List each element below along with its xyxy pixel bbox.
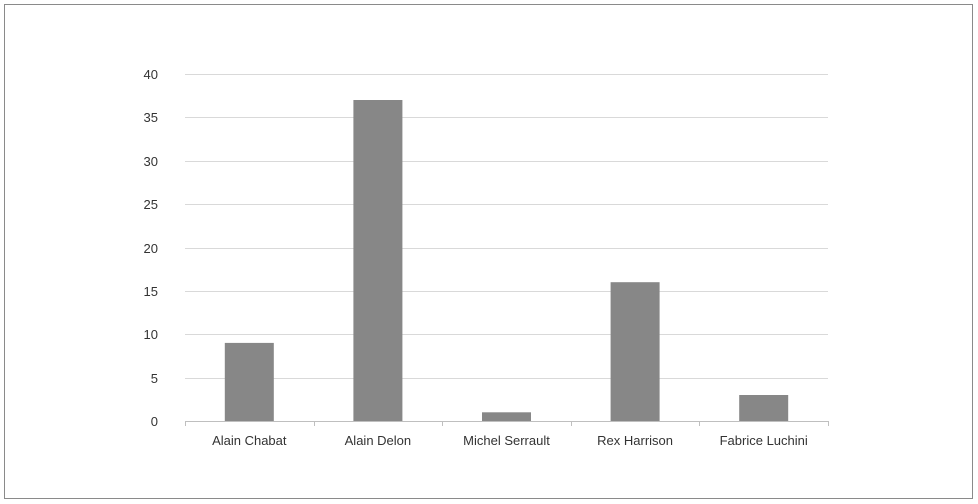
x-category-label: Fabrice Luchini bbox=[720, 433, 808, 448]
gridlines bbox=[185, 74, 828, 379]
x-category-label: Alain Chabat bbox=[212, 433, 287, 448]
bar-michel-serrault bbox=[482, 412, 531, 421]
bar-fabrice-luchini bbox=[739, 395, 789, 421]
bars bbox=[224, 100, 789, 421]
y-tick-label: 40 bbox=[144, 67, 158, 82]
y-tick-label: 5 bbox=[151, 371, 158, 386]
y-tick-label: 10 bbox=[144, 327, 158, 342]
y-axis-tick-labels: 0 5 10 15 20 25 30 35 40 bbox=[144, 67, 158, 429]
y-tick-label: 35 bbox=[144, 110, 158, 125]
x-category-label: Rex Harrison bbox=[597, 433, 673, 448]
y-tick-label: 30 bbox=[144, 154, 158, 169]
x-category-label: Alain Delon bbox=[345, 433, 412, 448]
y-tick-label: 0 bbox=[151, 414, 158, 429]
bar-alain-delon bbox=[353, 100, 403, 421]
y-tick-label: 20 bbox=[144, 241, 158, 256]
bar-rex-harrison bbox=[610, 282, 660, 421]
x-axis-category-labels: Alain Chabat Alain Delon Michel Serrault Re… bbox=[212, 433, 808, 448]
x-axis bbox=[185, 421, 829, 426]
x-category-label: Michel Serrault bbox=[463, 433, 550, 448]
bar-alain-chabat bbox=[224, 342, 274, 421]
y-tick-label: 15 bbox=[144, 284, 158, 299]
y-tick-label: 25 bbox=[144, 197, 158, 212]
